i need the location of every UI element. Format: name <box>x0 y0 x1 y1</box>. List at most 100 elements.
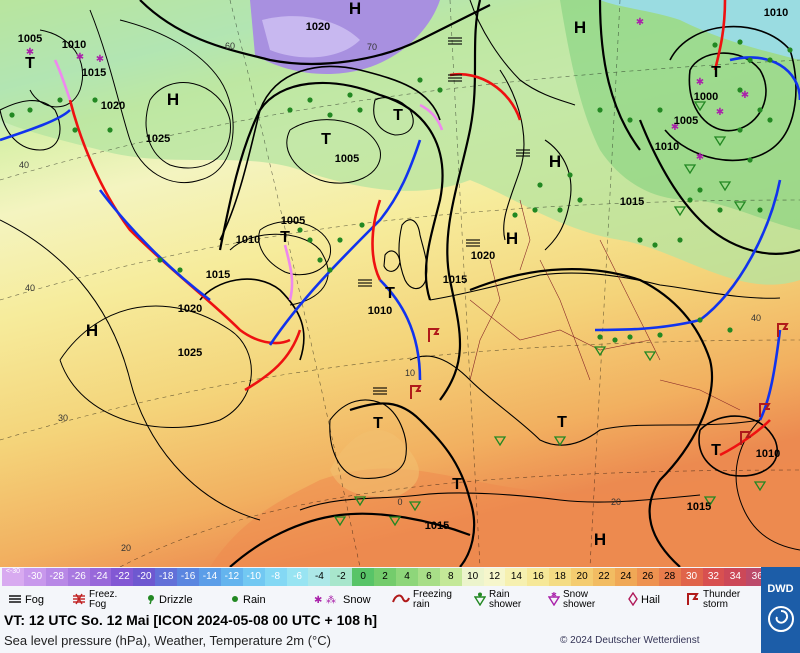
temperature-scale-cell: 28 <box>658 568 681 586</box>
warm-front-scandinavia <box>713 0 727 71</box>
isobar-label: 1015 <box>687 501 711 513</box>
legend-rain-shower-label: Rain shower <box>489 589 522 610</box>
low-pressure-center: T <box>557 414 567 431</box>
isobar-label: 1005 <box>18 33 42 45</box>
legend-freezing-rain: Freezing rain <box>392 588 459 612</box>
rain-symbol <box>717 207 723 213</box>
snow-symbol: ✱ <box>76 52 84 63</box>
rain-shower-symbol <box>388 516 402 527</box>
rain-symbol <box>697 317 703 323</box>
temperature-scale-cell: 10 <box>461 568 484 586</box>
legend-rain: Rain <box>230 588 266 612</box>
temperature-scale-cell: 4 <box>396 568 418 586</box>
thunderstorm-symbol <box>759 403 771 417</box>
svg-text:✱: ✱ <box>314 595 322 605</box>
freezing-rain-icon <box>392 593 410 608</box>
rain-shower-symbol <box>333 516 347 527</box>
temperature-scale-cell: -6 <box>286 568 309 586</box>
high-pressure-center: H <box>86 321 98 340</box>
isotherm-label: 40 <box>751 313 761 323</box>
legend-freezing-fog-label: Freez. Fog <box>89 589 118 610</box>
temperature-scale-cell: 26 <box>636 568 659 586</box>
pressure-centers: H H H H H H H T T T T T T T T T T <box>25 0 721 549</box>
isotherm-label: 40 <box>25 283 35 293</box>
rain-symbol <box>437 87 443 93</box>
rain-shower-symbol <box>718 181 732 192</box>
rain-shower-symbol <box>643 351 657 362</box>
occlusion-iceland <box>419 103 444 131</box>
isobar-label: 1005 <box>281 215 305 227</box>
temperature-scale-cell: 24 <box>614 568 637 586</box>
low-pressure-center: T <box>280 229 290 246</box>
legend-freezing-rain-label: Freezing rain <box>413 589 452 610</box>
rain-symbol <box>347 92 353 98</box>
cold-front-biscay <box>379 279 422 381</box>
rain-symbol <box>27 107 33 113</box>
rain-symbol <box>767 57 773 63</box>
isotherm-label: 40 <box>19 160 29 170</box>
snow-icon: ✱ ⁂ <box>314 593 340 608</box>
temperature-scale-cell: -10 <box>242 568 265 586</box>
temperature-scale-cell: -16 <box>177 568 200 586</box>
rain-symbol <box>597 334 603 340</box>
legend-snow-shower-label: Snow shower <box>563 589 596 610</box>
isobar-label: 1010 <box>655 141 679 153</box>
high-pressure-center: H <box>574 18 586 37</box>
rain-symbol <box>767 117 773 123</box>
snow-symbol: ✱ <box>96 54 104 65</box>
temperature-scale-cell: -26 <box>67 568 90 586</box>
rain-shower-symbol <box>693 101 707 112</box>
legend-thunderstorm: Thunder storm <box>686 588 751 612</box>
hail-icon <box>628 591 638 609</box>
legend-drizzle: Drizzle <box>146 588 193 612</box>
isobar-label: 1020 <box>471 250 495 262</box>
thunderstorm-symbol <box>777 323 789 337</box>
country-borders <box>469 199 741 411</box>
rain-symbol <box>327 267 333 273</box>
snow-symbol: ✱ <box>741 90 749 101</box>
temperature-scale-cell: -4 <box>308 568 331 586</box>
dwd-logo-text: DWD <box>767 583 794 595</box>
rain-symbol <box>697 187 703 193</box>
isotherm-label: 60 <box>225 41 235 51</box>
rain-symbol <box>92 97 98 103</box>
greenland-ice <box>262 16 360 58</box>
temperature-scale-cell: -2 <box>330 568 353 586</box>
rain-shower-symbol <box>553 436 567 447</box>
rain-shower-symbol <box>593 346 607 357</box>
snow-symbol: ✱ <box>716 107 724 118</box>
isobar-label: 1015 <box>425 520 449 532</box>
snow-symbol: ✱ <box>671 122 679 133</box>
temperature-scale-cell: -14 <box>199 568 221 586</box>
isotherm-label: 30 <box>58 413 68 423</box>
rain-symbol <box>287 107 293 113</box>
legend-hail-label: Hail <box>641 593 660 606</box>
temperature-scale-cell: 14 <box>505 568 528 586</box>
temperature-scale-cell: -24 <box>89 568 112 586</box>
snow-symbol: ✱ <box>696 152 704 163</box>
isobar-label: 1025 <box>178 347 202 359</box>
rain-shower-symbol <box>493 436 507 447</box>
rain-symbol <box>567 172 573 178</box>
snow-symbol: ✱ <box>696 77 704 88</box>
rain-symbol <box>177 267 183 273</box>
temperature-scale-cell: 18 <box>549 568 572 586</box>
isotherm-label: 0 <box>397 497 402 507</box>
rain-shower-symbol <box>353 496 367 507</box>
isobar-label: 1015 <box>620 196 644 208</box>
thunderstorm-symbol <box>428 328 440 342</box>
rain-shower-symbol <box>683 164 697 175</box>
rain-symbol <box>9 112 15 118</box>
rain-symbol <box>297 227 303 233</box>
temperature-scale-cell: 8 <box>439 568 462 586</box>
cold-front-atlantic <box>0 109 71 142</box>
rain-symbol <box>157 257 163 263</box>
rain-shower-symbol <box>408 501 422 512</box>
copyright: © 2024 Deutscher Wetterdienst <box>560 635 700 646</box>
rain-icon <box>230 593 240 608</box>
warm-front-norway <box>449 72 522 121</box>
valid-time: VT: 12 UTC So. 12 Mai [ICON 2024-05-08 0… <box>4 612 378 628</box>
snow-symbol: ✱ <box>636 17 644 28</box>
weather-symbol-legend: Fog Freez. Fog Drizzle Rain ✱ ⁂ Snow Free… <box>0 588 760 612</box>
